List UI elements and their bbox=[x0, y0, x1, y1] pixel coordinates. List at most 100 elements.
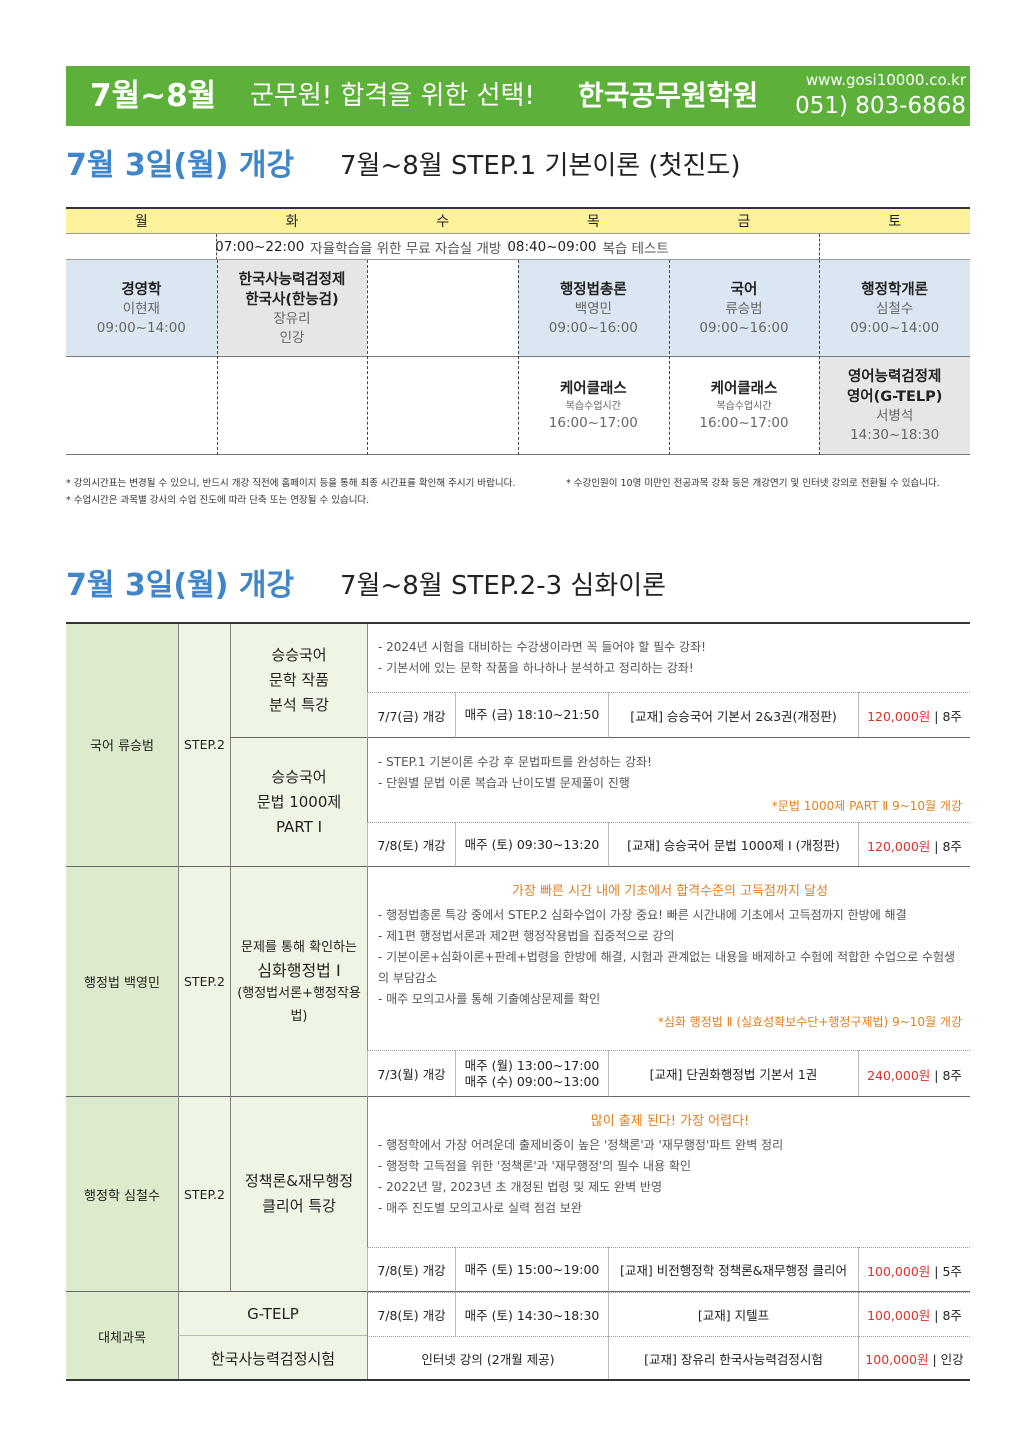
course-name: 케어클래스 bbox=[710, 381, 778, 397]
price: 240,000원 bbox=[867, 1067, 931, 1083]
textbook: [교재] 단권화행정법 기본서 1권 bbox=[608, 1050, 858, 1097]
timetable-cell: 영어능력검정제 영어(G-TELP) 서병석 14:30~18:30 bbox=[819, 357, 970, 455]
table-top-border bbox=[66, 622, 970, 624]
timetable-cell: 경영학 이현재 09:00~14:00 bbox=[66, 260, 217, 357]
start-date: 7/8(토) 개강 bbox=[367, 1292, 455, 1336]
day-header: 화 bbox=[285, 214, 299, 230]
course-name: 문제를 통해 확인하는 bbox=[241, 939, 357, 955]
start-date: 7/3(월) 개강 bbox=[367, 1050, 455, 1097]
header-slogan: 군무원! 합격을 위한 선택! bbox=[250, 81, 535, 111]
timetable-cell bbox=[367, 260, 518, 357]
course-name: 케어클래스 bbox=[559, 381, 627, 397]
notice-text: 복습 테스트 bbox=[602, 241, 669, 257]
notice-text: 자율학습을 위한 무료 자습실 개방 bbox=[310, 241, 502, 257]
schedule-time: 매주 (토) 15:00~19:00 bbox=[464, 1261, 600, 1277]
course-name: 국어 bbox=[730, 281, 758, 298]
course-name: 한국사능력검정제 bbox=[238, 271, 346, 288]
day-header: 토 bbox=[888, 214, 902, 230]
schedule-time: 매주 (월) 13:00~17:00 bbox=[464, 1057, 600, 1073]
footnote: * 강의시간표는 변경될 수 있으니, 반드시 개강 직전에 홈페이지 등을 통… bbox=[66, 478, 516, 489]
section-title: 7월~8월 STEP.1 기본이론 (첫진도) bbox=[340, 151, 741, 181]
section-open-date: 7월 3일(월) 개강 bbox=[66, 148, 295, 183]
subject-cell: 행정법 백영민 bbox=[66, 867, 178, 1097]
textbook: [교재] 승승국어 문법 1000제 Ⅰ (개정판) bbox=[608, 822, 858, 867]
course-detail: 류승범 bbox=[725, 300, 763, 317]
subject-cell: 국어 류승범 bbox=[66, 623, 178, 867]
subject-cell: 행정학 심철수 bbox=[66, 1097, 178, 1292]
header-url: www.gosi10000.co.kr bbox=[805, 71, 966, 89]
price-cell: 100,000원 | 5주 bbox=[858, 1247, 970, 1292]
course-description: - STEP.1 기본이론 수강 후 문법파트를 완성하는 강좌! - 단원별 문… bbox=[367, 738, 970, 822]
course-detail: 09:00~16:00 bbox=[699, 319, 789, 336]
header-period: 7월~8월 bbox=[90, 78, 217, 114]
day-header-bg bbox=[66, 207, 970, 234]
course-detail: 09:00~14:00 bbox=[96, 319, 186, 336]
day-header: 금 bbox=[737, 214, 751, 230]
course-detail: 16:00~17:00 bbox=[699, 415, 789, 431]
section-open-date: 7월 3일(월) 개강 bbox=[66, 568, 295, 603]
course-name: 클리어 특강 bbox=[262, 1197, 336, 1215]
textbook: [교재] 장유리 한국사능력검정시험 bbox=[608, 1336, 858, 1380]
row-line bbox=[858, 737, 970, 738]
price: 100,000원 bbox=[867, 1308, 931, 1323]
course-bullet: - 기본이론+심화이론+판례+법령을 한방에 해결, 시험과 관계없는 내용을 … bbox=[378, 950, 956, 985]
course-name: 분석 특강 bbox=[269, 695, 329, 714]
course-name: 경영학 bbox=[121, 281, 162, 298]
day-header: 목 bbox=[586, 214, 600, 230]
day-header: 수 bbox=[436, 214, 450, 230]
course-name: 승승국어 bbox=[271, 767, 327, 786]
schedule-time: 매주 (수) 09:00~13:00 bbox=[464, 1073, 600, 1089]
textbook: [교재] 지텔프 bbox=[608, 1292, 858, 1336]
textbook: [교재] 비전행정학 정책론&재무행정 클리어 bbox=[608, 1247, 858, 1292]
course-headline: 가장 빠른 시간 내에 기초에서 합격수준의 고득점까지 달성 bbox=[512, 884, 828, 899]
course-bullet: - 매주 진도별 모의고사로 실력 점검 보완 bbox=[378, 1201, 582, 1215]
timetable-cell bbox=[367, 357, 518, 455]
header-brand: 한국공무원학원 bbox=[578, 79, 759, 112]
footnote: * 수업시간은 과목별 강사의 수업 진도에 따라 단축 또는 연장될 수 있습… bbox=[66, 495, 370, 506]
course-bullet: - 2024년 시험을 대비하는 수강생이라면 꼭 들어야 할 필수 강좌! bbox=[378, 640, 706, 654]
course-name: 영어능력검정제 bbox=[847, 369, 942, 385]
notice-time: 08:40~09:00 bbox=[507, 239, 597, 255]
price-cell: 100,000원 | 인강 bbox=[858, 1336, 970, 1380]
course-name: 행정학개론 bbox=[861, 281, 928, 298]
price: 100,000원 bbox=[865, 1352, 929, 1367]
course-detail: 09:00~14:00 bbox=[850, 319, 940, 336]
course-detail: 심철수 bbox=[876, 300, 914, 317]
column-divider bbox=[216, 234, 217, 260]
column-divider bbox=[367, 260, 369, 455]
term: | 8주 bbox=[934, 1067, 962, 1083]
timetable-cell: 케어클래스 복습수업시간 16:00~17:00 bbox=[518, 357, 669, 455]
term: | 인강 bbox=[932, 1352, 964, 1367]
term: | 8주 bbox=[934, 709, 962, 724]
price: 120,000원 bbox=[867, 709, 931, 724]
schedule-cell: 매주 (토) 15:00~19:00 bbox=[455, 1247, 608, 1292]
price: 120,000원 bbox=[867, 838, 931, 854]
course-name-cell: G-TELP bbox=[178, 1292, 367, 1336]
course-name: 한국사(한능검) bbox=[245, 291, 339, 308]
course-detail: 인강 bbox=[279, 329, 305, 346]
term: | 8주 bbox=[934, 838, 962, 854]
course-bullet: - 행정학 고득점을 위한 '정책론'과 '재무행정'의 필수 내용 확인 bbox=[378, 1159, 692, 1173]
row-line bbox=[858, 1096, 970, 1097]
course-bullet: - 매주 모의고사를 통해 기출예상문제를 확인 bbox=[378, 992, 601, 1006]
schedule-time: 매주 (금) 18:10~21:50 bbox=[464, 707, 600, 722]
notice-row: 07:00~22:00 자율학습을 위한 무료 자습실 개방 08:40~09:00… bbox=[215, 234, 669, 260]
course-name-cell: 정책론&재무행정 클리어 특강 bbox=[230, 1097, 367, 1292]
course-name-cell: 승승국어 문법 1000제 PART Ⅰ bbox=[230, 738, 367, 867]
start-date: 7/8(토) 개강 bbox=[367, 822, 455, 867]
course-headline: 많이 출제 된다! 가장 어렵다! bbox=[590, 1114, 750, 1129]
course-name-cell: 문제를 통해 확인하는 심화행정법 Ⅰ (행정법서론+행정작용법) bbox=[230, 867, 367, 1097]
step-cell: STEP.2 bbox=[178, 1097, 230, 1292]
course-note: *문법 1000제 PART Ⅱ 9~10월 개강 bbox=[771, 799, 962, 813]
column-divider bbox=[518, 260, 519, 455]
course-description: 가장 빠른 시간 내에 기초에서 합격수준의 고득점까지 달성 - 행정법총론 특… bbox=[367, 867, 970, 1050]
start-date: 7/7(금) 개강 bbox=[367, 692, 455, 738]
timetable-cell bbox=[216, 357, 368, 455]
term: | 8주 bbox=[934, 1308, 962, 1323]
course-name: 문학 작품 bbox=[269, 670, 329, 689]
course-name: (행정법서론+행정작용법) bbox=[237, 985, 361, 1024]
header-phone: 051) 803-6868 bbox=[795, 93, 966, 119]
course-name: 승승국어 bbox=[271, 645, 327, 664]
schedule-cell: 매주 (월) 13:00~17:00 매주 (수) 09:00~13:00 bbox=[455, 1050, 608, 1097]
